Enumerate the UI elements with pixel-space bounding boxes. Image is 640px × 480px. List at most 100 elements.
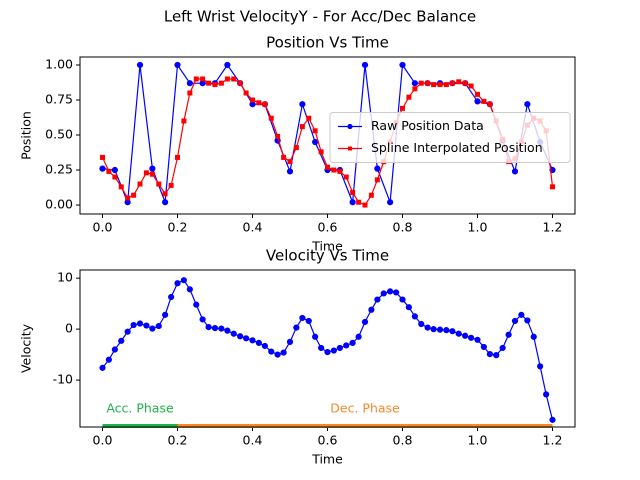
marker — [205, 323, 212, 331]
marker — [336, 344, 343, 352]
marker — [268, 115, 274, 121]
marker — [312, 333, 319, 340]
marker — [524, 101, 531, 108]
marker — [287, 159, 293, 165]
marker — [149, 325, 156, 332]
x-tick-label: 0.2 — [168, 220, 188, 235]
marker — [511, 317, 519, 325]
marker — [462, 332, 469, 339]
marker — [261, 342, 268, 350]
marker — [368, 306, 375, 313]
marker — [200, 76, 206, 82]
marker — [312, 128, 318, 134]
marker — [337, 168, 343, 174]
marker — [193, 76, 199, 82]
marker — [436, 326, 444, 333]
marker — [486, 351, 493, 358]
marker — [105, 356, 112, 363]
y-tick-label: 10 — [57, 270, 73, 285]
marker — [155, 322, 162, 330]
marker — [118, 184, 124, 190]
marker — [530, 333, 537, 340]
marker — [136, 320, 144, 327]
marker — [374, 165, 381, 172]
marker — [475, 91, 480, 97]
marker — [331, 167, 337, 173]
marker — [193, 301, 200, 308]
marker — [224, 327, 231, 334]
marker — [149, 171, 155, 177]
marker — [400, 105, 405, 111]
marker — [143, 322, 150, 329]
y-tick-label: 0.50 — [45, 127, 73, 142]
marker — [318, 344, 325, 352]
marker — [505, 331, 512, 338]
marker — [324, 348, 331, 356]
marker — [399, 61, 406, 69]
legend-label: Raw Position Data — [371, 118, 484, 133]
marker — [437, 82, 443, 88]
marker — [356, 199, 362, 205]
marker — [425, 80, 431, 86]
y-tick-label: 1.00 — [45, 56, 73, 71]
marker — [256, 100, 262, 106]
marker — [305, 317, 312, 325]
marker — [481, 98, 487, 104]
marker — [162, 311, 169, 318]
marker — [130, 321, 137, 329]
marker — [106, 168, 112, 174]
marker — [430, 326, 437, 333]
axes-frame — [79, 269, 576, 428]
x-tick-label: 0.0 — [93, 433, 113, 448]
marker — [99, 364, 106, 371]
x-tick-label: 0.6 — [318, 220, 338, 235]
marker — [136, 61, 144, 69]
y-tick-label: 0.75 — [45, 91, 73, 106]
marker — [286, 168, 294, 175]
marker — [293, 145, 299, 151]
marker — [330, 347, 337, 354]
marker — [418, 80, 424, 86]
marker — [456, 79, 462, 85]
marker — [237, 80, 243, 86]
marker — [149, 165, 156, 172]
legend-box — [329, 112, 571, 163]
marker — [493, 352, 500, 359]
marker — [275, 133, 281, 139]
marker — [468, 83, 474, 89]
marker — [374, 296, 381, 303]
x-tick-label: 1.2 — [543, 433, 563, 448]
marker — [168, 182, 174, 188]
marker — [349, 339, 356, 346]
marker — [406, 94, 412, 100]
marker — [537, 363, 544, 370]
marker — [318, 149, 324, 155]
marker — [168, 293, 175, 301]
marker — [431, 82, 437, 88]
x-axis-label: Time — [311, 239, 343, 254]
marker — [186, 80, 193, 87]
marker — [312, 138, 319, 146]
marker — [387, 199, 394, 206]
marker — [162, 191, 168, 197]
marker — [411, 313, 418, 320]
marker — [255, 339, 262, 346]
marker — [274, 351, 281, 358]
marker — [224, 61, 231, 69]
marker — [524, 317, 531, 324]
marker — [480, 343, 487, 351]
marker — [212, 82, 218, 88]
marker — [187, 90, 193, 96]
legend-marker — [347, 123, 353, 130]
marker — [174, 61, 181, 69]
marker — [250, 97, 255, 103]
marker — [280, 349, 287, 356]
marker — [100, 154, 105, 160]
marker — [474, 98, 481, 105]
marker — [112, 174, 118, 180]
marker — [443, 327, 450, 334]
x-tick-label: 1.0 — [468, 220, 488, 235]
marker — [362, 202, 368, 208]
x-tick-label: 0.4 — [243, 433, 263, 448]
